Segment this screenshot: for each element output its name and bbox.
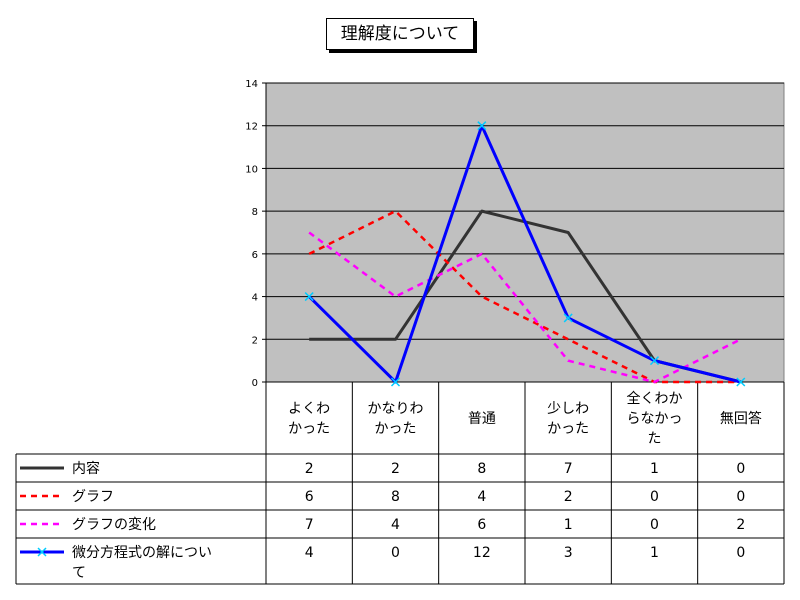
x-category-label: 少しわ [547,401,589,417]
data-cell: 1 [650,545,659,561]
series-point [390,377,401,387]
data-cell: 0 [650,517,659,533]
data-cell: 0 [736,461,745,477]
series-name-3: グラフの変化 [72,516,156,533]
y-tick-label: 8 [252,207,258,218]
series-line-2 [308,209,741,384]
data-cell: 6 [477,517,486,533]
series-point [563,313,573,323]
data-cell: 0 [391,545,400,561]
x-category-label: 普通 [468,411,496,427]
y-tick-label: 0 [252,378,258,389]
series-point [736,377,746,387]
data-cell: 2 [391,461,400,477]
x-category-label: よくわ [288,401,330,417]
data-cell: 0 [736,489,745,505]
y-tick-label: 2 [252,335,258,346]
data-cell: 4 [391,517,400,533]
series-line-3 [308,231,742,384]
x-category-label: かなりわ [368,401,424,417]
data-cell: 2 [564,489,573,505]
x-category-label: かった [547,421,589,437]
series-name-2: グラフ [72,489,114,505]
data-cell: 8 [391,489,400,505]
y-tick-label: 14 [245,79,258,90]
x-category-label: かった [375,421,417,437]
series-name-4: て [72,565,86,581]
data-cell: 4 [305,545,314,561]
y-tick-label: 4 [252,293,258,304]
y-tick-label: 10 [245,164,258,175]
plot-area [265,82,785,383]
legend-key-marker [37,547,47,557]
data-cell: 2 [305,461,314,477]
x-category-label: らなかっ [627,411,683,427]
x-category-label: た [648,431,662,447]
x-category-label: かった [288,421,330,437]
data-cell: 2 [736,517,745,533]
data-cell: 1 [564,517,573,533]
data-cell: 6 [305,489,314,505]
data-cell: 1 [650,461,659,477]
y-tick-label: 12 [245,122,258,133]
data-cell: 12 [473,545,491,561]
data-cell: 8 [477,461,486,477]
data-cell: 0 [650,489,659,505]
data-cell: 7 [305,517,314,533]
series-point [649,356,660,366]
series-point [477,121,487,131]
data-cell: 3 [564,545,573,561]
series-line-4 [308,124,742,384]
series-name-4: 微分方程式の解につい [72,545,212,561]
y-tick-label: 6 [252,250,258,261]
series-name-1: 内容 [72,460,100,477]
x-category-label: 無回答 [720,410,762,427]
data-cell: 4 [477,489,486,505]
data-cell: 0 [736,545,745,561]
data-cell: 7 [564,461,573,477]
series-point [304,292,314,302]
x-category-label: 全くわか [627,390,683,407]
chart-title: 理解度について [326,18,474,50]
